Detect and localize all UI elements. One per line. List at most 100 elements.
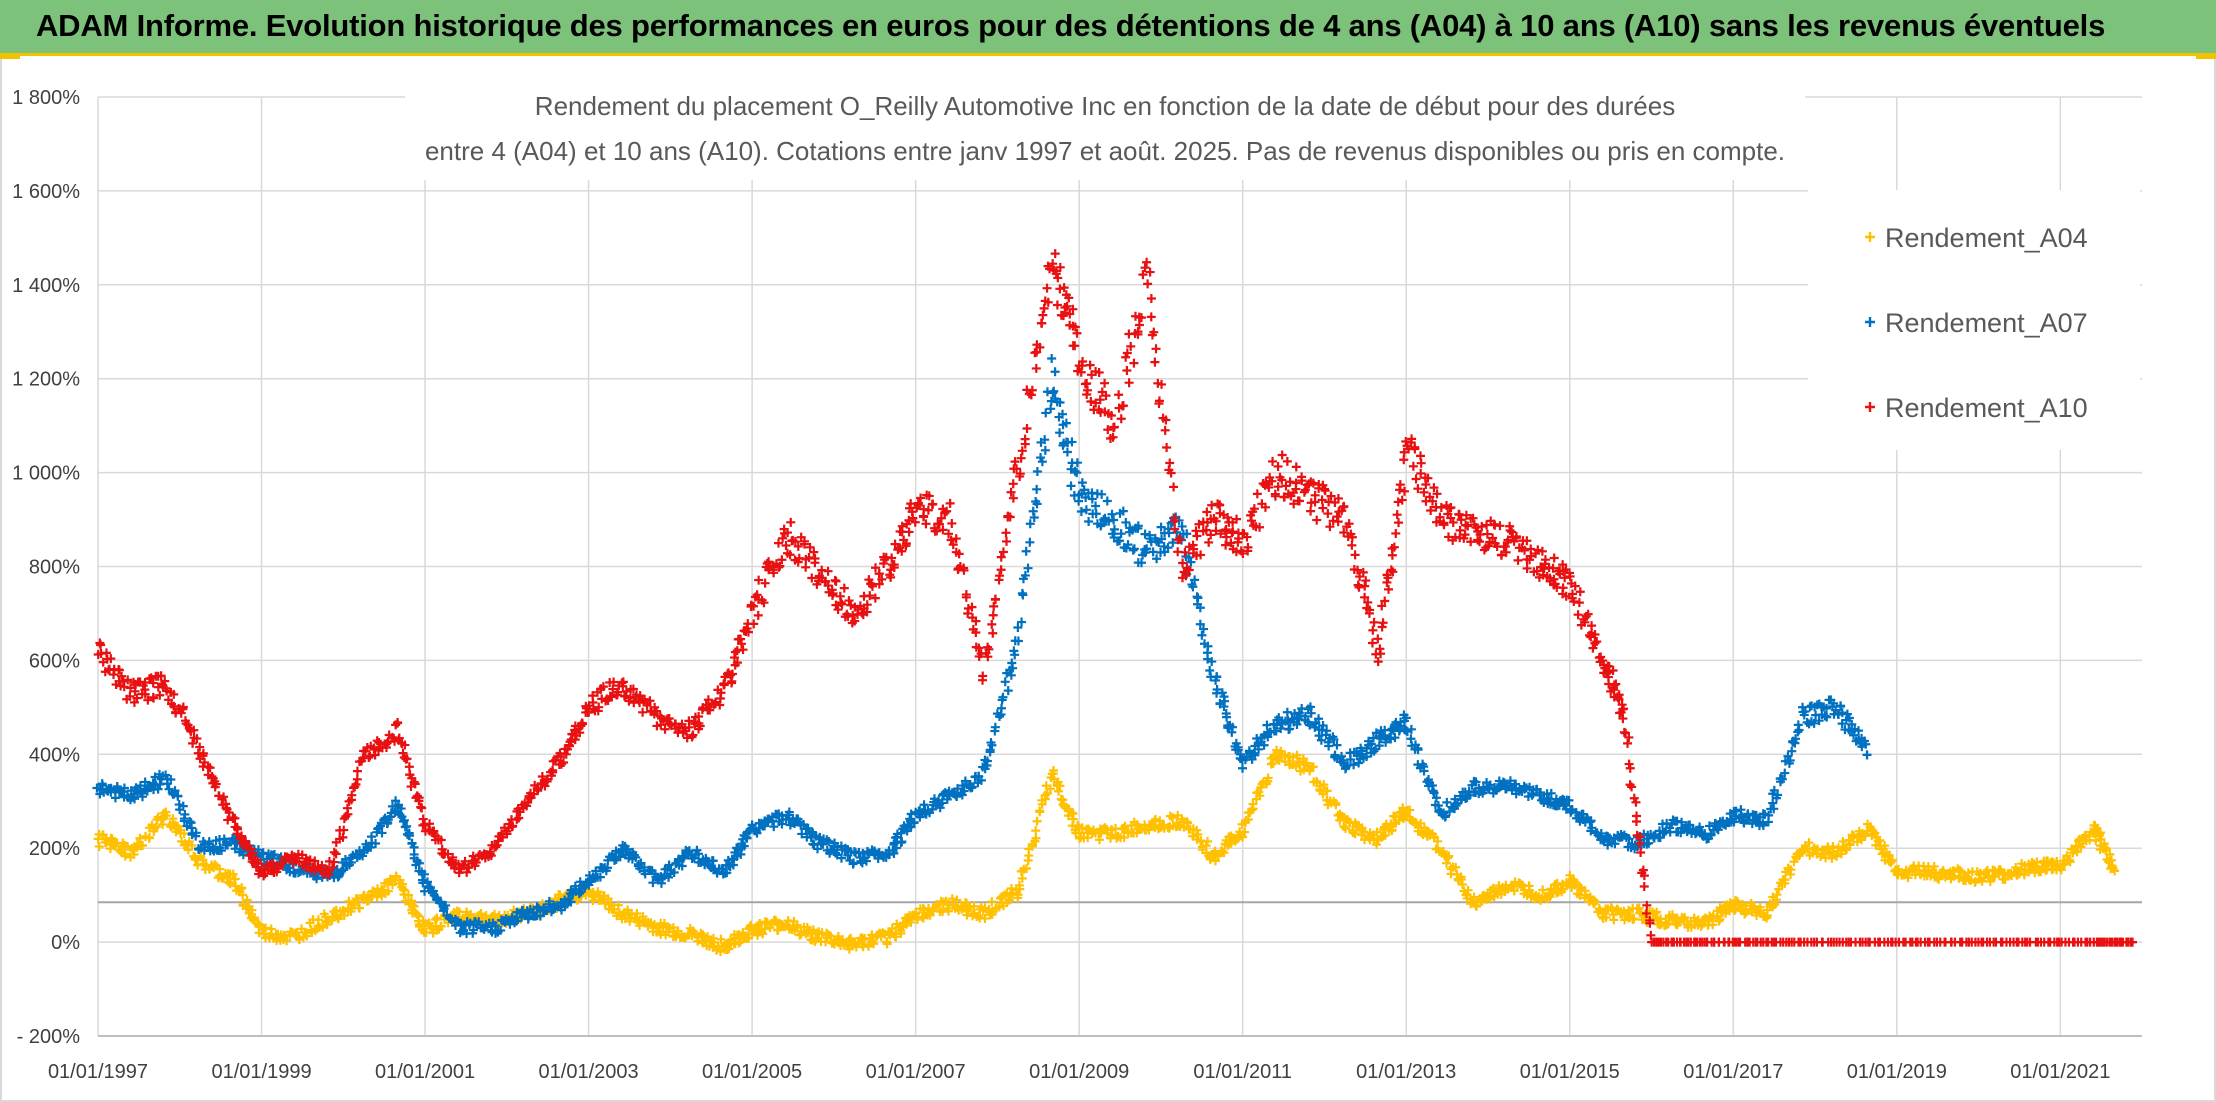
- point-A10: [1149, 327, 1159, 337]
- point-A10: [1495, 521, 1505, 531]
- point-A10: [410, 779, 420, 789]
- point-A07: [1222, 712, 1232, 722]
- point-A10: [1206, 530, 1216, 540]
- point-A04: [1202, 836, 1212, 846]
- point-A07: [1276, 723, 1286, 733]
- point-A07: [441, 900, 451, 910]
- point-A04: [648, 921, 658, 931]
- point-A04: [168, 814, 178, 824]
- point-A07: [1123, 540, 1133, 550]
- point-A04: [1205, 854, 1215, 864]
- point-A04: [1049, 765, 1059, 775]
- point-A07: [1672, 816, 1682, 826]
- point-A10: [910, 517, 920, 527]
- point-A07: [1190, 575, 1200, 585]
- point-A04: [912, 915, 922, 925]
- point-A10: [1017, 446, 1027, 456]
- point-A10: [1636, 848, 1646, 858]
- point-A07: [1008, 663, 1018, 673]
- point-A10: [1238, 548, 1248, 558]
- point-A04: [2065, 857, 2075, 867]
- point-A10: [1142, 257, 1152, 267]
- point-A07: [1055, 398, 1065, 408]
- point-A10: [1350, 550, 1360, 560]
- point-A10: [1520, 545, 1530, 555]
- point-A07: [98, 781, 108, 791]
- point-A07: [909, 817, 919, 827]
- point-A04: [1859, 831, 1869, 841]
- point-A07: [1084, 516, 1094, 526]
- x-tick-label: 01/01/2005: [702, 1061, 802, 1083]
- point-A07: [1837, 708, 1847, 718]
- point-A10: [1513, 555, 1523, 565]
- point-A04: [344, 896, 354, 906]
- point-A04: [1880, 841, 1890, 851]
- point-A10: [1326, 491, 1336, 501]
- point-A04: [1380, 830, 1390, 840]
- point-A10: [749, 619, 759, 629]
- point-A10: [1086, 397, 1096, 407]
- x-tick-label: 01/01/2003: [539, 1061, 639, 1083]
- point-A10: [1466, 537, 1476, 547]
- point-A04: [1045, 784, 1055, 794]
- point-A10: [1318, 503, 1328, 513]
- point-A10: [1133, 329, 1143, 339]
- point-A10: [705, 705, 715, 715]
- point-A10: [730, 647, 740, 657]
- point-A10: [817, 565, 827, 575]
- point-A04: [1042, 789, 1052, 799]
- point-A10: [1166, 468, 1176, 478]
- point-A10: [117, 671, 127, 681]
- point-A10: [1477, 521, 1487, 531]
- point-A10: [140, 689, 150, 699]
- point-A04: [593, 887, 603, 897]
- point-A10: [1072, 328, 1082, 338]
- point-A07: [1847, 719, 1857, 729]
- point-A04: [1395, 808, 1405, 818]
- point-A04: [1416, 818, 1426, 828]
- point-A07: [1163, 543, 1173, 553]
- point-A07: [1128, 545, 1138, 555]
- point-A10: [620, 691, 630, 701]
- point-A10: [1140, 263, 1150, 273]
- x-tick-label: 01/01/2001: [375, 1061, 475, 1083]
- point-A07: [1704, 821, 1714, 831]
- point-A07: [1097, 489, 1107, 499]
- point-A10: [1475, 537, 1485, 547]
- point-A10: [1394, 518, 1404, 528]
- point-A07: [952, 792, 962, 802]
- point-A04: [403, 890, 413, 900]
- point-A10: [777, 555, 787, 565]
- point-A10: [1642, 900, 1652, 910]
- point-A04: [867, 937, 877, 947]
- point-A07: [752, 828, 762, 838]
- point-A07: [269, 850, 279, 860]
- point-A04: [1456, 872, 1466, 882]
- point-A07: [1066, 481, 1076, 491]
- point-A07: [631, 852, 641, 862]
- point-A10: [971, 616, 981, 626]
- point-A10: [1583, 609, 1593, 619]
- point-A04: [1077, 823, 1087, 833]
- point-A07: [1758, 820, 1768, 830]
- point-A10: [1126, 341, 1136, 351]
- point-A10: [1375, 644, 1385, 654]
- point-A10: [839, 583, 849, 593]
- point-A10: [837, 599, 847, 609]
- point-A10: [1291, 462, 1301, 472]
- point-A04: [1372, 827, 1382, 837]
- point-A07: [153, 784, 163, 794]
- point-A07: [1006, 670, 1016, 680]
- point-A10: [1068, 304, 1078, 314]
- point-A10: [1537, 546, 1547, 556]
- point-A10: [1207, 500, 1217, 510]
- point-A10: [1354, 582, 1364, 592]
- point-A10: [1352, 565, 1362, 575]
- point-A10: [785, 550, 795, 560]
- point-A10: [1419, 487, 1429, 497]
- point-A10: [486, 851, 496, 861]
- point-A04: [1929, 861, 1939, 871]
- point-A10: [889, 563, 899, 573]
- point-A07: [935, 803, 945, 813]
- point-A07: [170, 786, 180, 796]
